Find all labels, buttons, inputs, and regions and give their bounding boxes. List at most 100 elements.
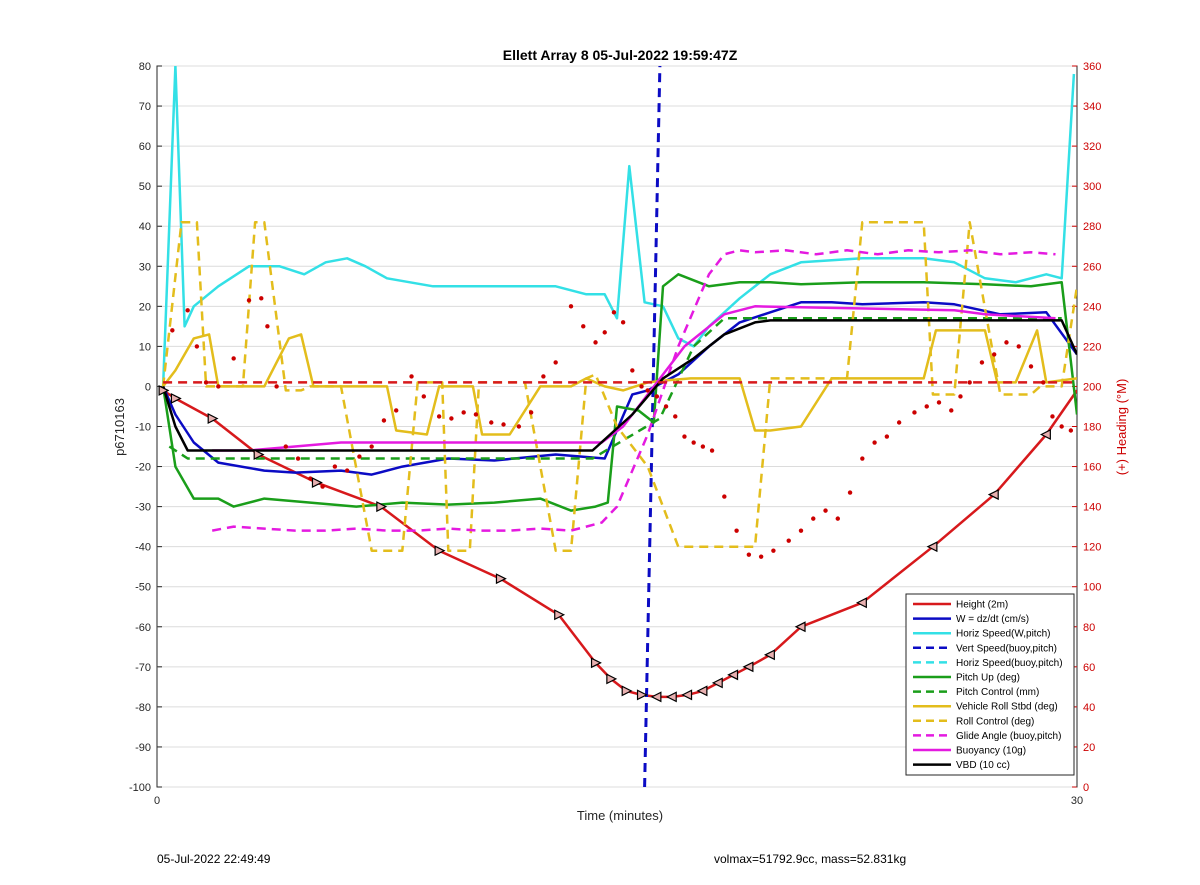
heading-point: [320, 484, 325, 489]
heading-point: [691, 440, 696, 445]
legend-label: Vert Speed(buoy,pitch): [956, 643, 1057, 654]
heading-point: [992, 352, 997, 357]
y-tick-label: -70: [135, 662, 151, 674]
heading-point: [682, 434, 687, 439]
height-marker: [434, 545, 446, 557]
heading-point: [639, 384, 644, 389]
heading-point: [528, 410, 534, 415]
y-tick-label: -30: [135, 502, 151, 514]
heading-points: [170, 296, 1074, 559]
heading-point: [602, 330, 607, 335]
heading-point: [1004, 340, 1009, 345]
y-ticks: -100-90-80-70-60-50-40-30-20-10010203040…: [129, 61, 162, 794]
heading-point: [1050, 414, 1055, 419]
y-right-tick-label: 0: [1083, 782, 1089, 794]
legend-label: Height (2m): [956, 600, 1008, 611]
series-vbd-10-cc: [161, 319, 1077, 452]
heading-point: [295, 456, 301, 461]
y-tick-label: -80: [135, 702, 151, 714]
y-right-tick-label: 180: [1083, 422, 1101, 434]
heading-point: [394, 408, 399, 413]
heading-point: [611, 310, 617, 315]
heading-point: [912, 410, 917, 415]
series-vehicle-roll-stbd-deg: [162, 329, 1077, 436]
heading-point: [823, 508, 828, 513]
height-marker: [495, 573, 507, 585]
heading-point: [473, 412, 479, 417]
heading-point: [896, 420, 902, 425]
height-marker: [253, 449, 265, 461]
heading-point: [884, 434, 890, 439]
heading-point: [409, 374, 414, 379]
heading-point: [381, 418, 387, 423]
heading-point: [967, 380, 972, 385]
y-right-tick-label: 100: [1083, 582, 1101, 594]
heading-point: [924, 404, 929, 409]
height-marker: [742, 661, 754, 673]
height-marker: [926, 541, 938, 553]
heading-point: [847, 490, 853, 495]
heading-point: [709, 448, 715, 453]
y-tick-label: -100: [129, 782, 151, 794]
y-right-tick-label: 360: [1083, 61, 1101, 73]
y-right-tick-label: 40: [1083, 702, 1095, 714]
height-marker: [711, 677, 723, 689]
y-right-tick-label: 60: [1083, 662, 1095, 674]
heading-point: [835, 516, 840, 521]
y-right-tick-label: 340: [1083, 101, 1101, 113]
x-tick-label: 0: [154, 795, 160, 807]
height-marker: [1039, 429, 1051, 440]
heading-point: [581, 324, 586, 329]
height-marker: [696, 685, 708, 697]
height-marker: [376, 501, 388, 513]
legend-label: Horiz Speed(W,pitch): [956, 629, 1050, 640]
height-marker: [636, 689, 648, 701]
y-right-tick-label: 160: [1083, 462, 1101, 474]
heading-point: [259, 296, 264, 301]
series-lines: [161, 66, 1077, 787]
y-right-tick-label: 200: [1083, 381, 1101, 393]
legend-label: Pitch Up (deg): [956, 673, 1020, 684]
height-marker: [590, 657, 602, 669]
heading-point: [216, 384, 221, 389]
series-w-dz-dt-cm-s: [161, 301, 1077, 476]
y-right-tick-label: 120: [1083, 542, 1101, 554]
heading-point: [1028, 364, 1034, 369]
y-tick-label: -20: [135, 462, 151, 474]
height-marker: [763, 649, 775, 661]
heading-point: [449, 416, 454, 421]
legend-label: Vehicle Roll Stbd (deg): [956, 702, 1058, 713]
heading-point: [949, 408, 954, 413]
height-marker: [621, 685, 633, 697]
y-ticks-right: 0 20 40 60 80 100 120 140 160 180 200 220 240 260 280 3…: [1072, 61, 1101, 794]
heading-point: [673, 414, 678, 419]
y-right-tick-label: 260: [1083, 261, 1101, 273]
heading-point: [722, 494, 727, 499]
heading-point: [185, 308, 190, 313]
y-tick-label: 70: [139, 101, 151, 113]
heading-point: [1041, 380, 1046, 385]
heading-point: [357, 454, 362, 459]
y-tick-label: 20: [139, 301, 151, 313]
heading-point: [194, 344, 200, 349]
heading-point: [516, 424, 522, 429]
heading-point: [369, 444, 374, 449]
heading-point: [332, 464, 338, 469]
y-right-tick-label: 220: [1083, 341, 1101, 353]
y-tick-label: 10: [139, 341, 151, 353]
y-right-tick-label: 20: [1083, 742, 1095, 754]
series-roll-control-deg: [161, 220, 1077, 552]
y-axis-right-label: (+) Heading (°M): [1114, 379, 1129, 476]
y-right-tick-label: 320: [1083, 141, 1101, 153]
heading-point: [663, 404, 669, 409]
heading-point: [436, 414, 442, 419]
y-tick-label: 60: [139, 141, 151, 153]
heading-point: [274, 384, 279, 389]
heading-point: [553, 360, 558, 365]
heading-point: [568, 304, 574, 309]
heading-point: [461, 410, 466, 415]
heading-point: [501, 422, 506, 427]
heading-point: [958, 394, 963, 399]
heading-point: [700, 444, 706, 449]
